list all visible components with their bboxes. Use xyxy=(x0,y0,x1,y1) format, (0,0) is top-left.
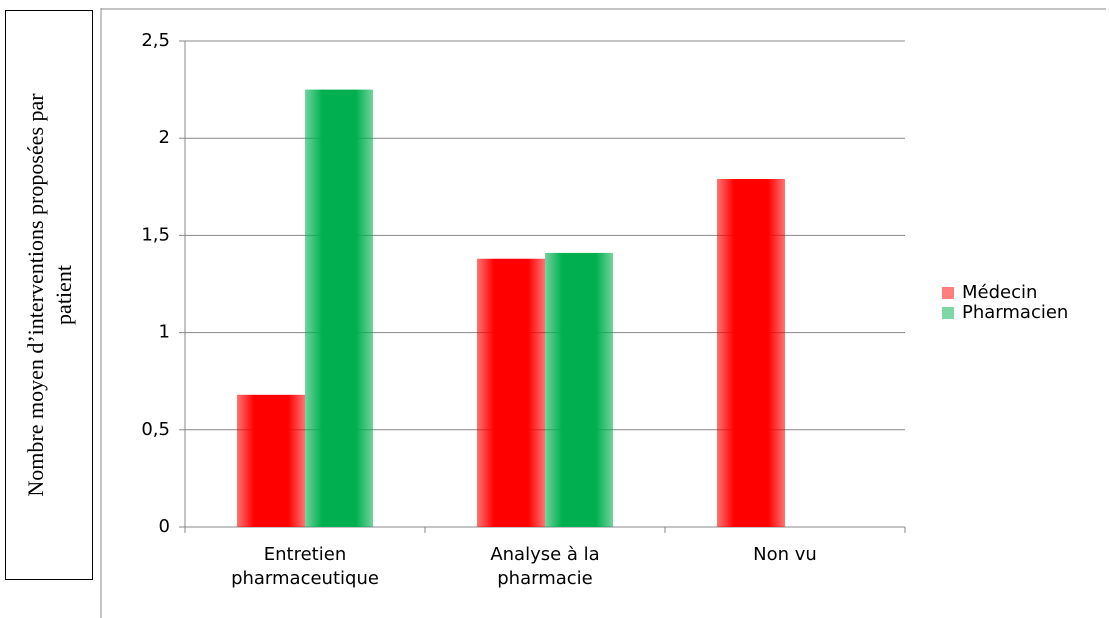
legend-swatch xyxy=(942,307,954,319)
y-tick-label: 1 xyxy=(159,322,170,343)
bar xyxy=(305,89,373,527)
y-tick-label: 1,5 xyxy=(141,224,170,245)
legend-label: Médecin xyxy=(962,282,1037,303)
y-label-box: Nombre moyen d’interventions proposées p… xyxy=(5,10,93,580)
x-tick-label: Analyse à la pharmacie xyxy=(490,544,600,589)
bar xyxy=(477,258,545,527)
bar xyxy=(717,179,785,528)
y-tick-label: 0 xyxy=(159,516,170,537)
y-tick-label: 2,5 xyxy=(141,30,170,51)
y-tick-label: 0,5 xyxy=(141,419,170,440)
y-tick-label: 2 xyxy=(159,127,170,148)
x-tick-label: Entretien pharmaceutique xyxy=(231,544,379,589)
x-tick-label: Non vu xyxy=(753,544,817,565)
bar xyxy=(237,394,305,527)
legend-swatch xyxy=(942,287,954,299)
legend-label: Pharmacien xyxy=(962,302,1068,323)
bar xyxy=(545,252,613,527)
